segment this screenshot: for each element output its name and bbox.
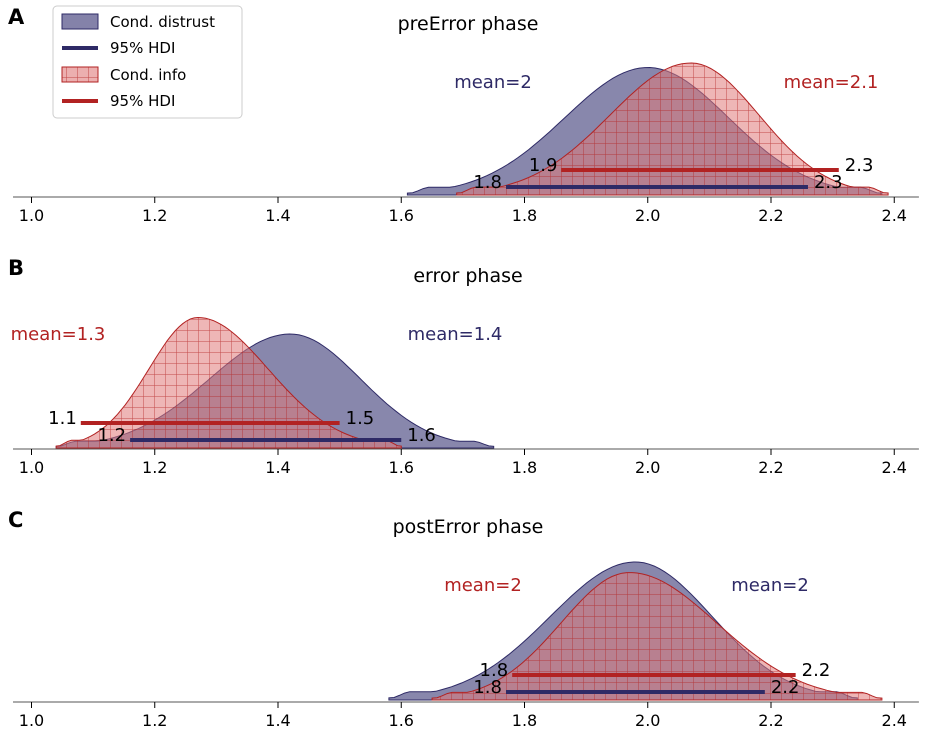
x-tick-label: 1.8: [512, 711, 537, 730]
x-tick-label: 1.0: [19, 458, 44, 477]
density-hatch-info: [56, 317, 402, 448]
x-tick-label: 2.0: [635, 458, 660, 477]
panel-b-title: error phase: [413, 265, 522, 287]
panel-a-x-axis: 1.0 1.2 1.4 1.6 1.8 2.0 2.2 2.4: [13, 196, 919, 225]
legend: Cond. distrust 95% HDI Cond. info 95% HD…: [52, 5, 243, 119]
x-tick-label: 1.6: [389, 206, 414, 225]
x-tick-label: 2.2: [758, 711, 783, 730]
mean-label-info: mean=2.1: [784, 72, 879, 93]
legend-label-distrust: Cond. distrust: [110, 13, 215, 31]
x-tick-label: 1.8: [512, 458, 537, 477]
mean-label-info: mean=1.3: [11, 324, 106, 345]
x-tick-label: 1.4: [265, 458, 290, 477]
panel-c-x-axis: 1.0 1.2 1.4 1.6 1.8 2.0 2.2 2.4: [13, 701, 919, 730]
x-tick-label: 2.4: [882, 206, 907, 225]
panel-c-hdi-lines: [506, 673, 796, 694]
hdi-low-label-distrust: 1.2: [97, 425, 126, 446]
panel-b-hdi-lines: [80, 421, 402, 442]
panel-b-density-areas: [55, 316, 495, 449]
x-tick-label: 1.2: [142, 711, 167, 730]
hdi-high-label-distrust: 1.6: [407, 425, 436, 446]
panel-a-annotations: 1.8 2.3 mean=2 1.9 2.3 mean=2.1: [454, 72, 878, 193]
x-tick-label: 1.0: [19, 206, 44, 225]
panel-c: C postError phase 1.0 1.2 1.4 1.6 1.8 2.0 2.2 2…: [8, 508, 919, 730]
hdi-high-label-distrust: 2.2: [771, 677, 800, 698]
mean-label-distrust: mean=2: [731, 575, 809, 596]
x-tick-label: 2.4: [882, 711, 907, 730]
x-tick-label: 2.2: [758, 206, 783, 225]
x-tick-label: 1.4: [265, 206, 290, 225]
legend-label-info-hdi: 95% HDI: [110, 92, 175, 110]
legend-label-info: Cond. info: [110, 66, 186, 84]
panel-c-title: postError phase: [393, 516, 544, 538]
hdi-high-label-info: 2.3: [845, 155, 874, 176]
hdi-low-label-info: 1.8: [480, 660, 509, 681]
x-tick-label: 1.6: [389, 711, 414, 730]
hdi-high-label-distrust: 2.3: [814, 172, 843, 193]
panel-a-title: preError phase: [398, 13, 539, 35]
legend-swatch-info-hatch: [62, 67, 98, 82]
mean-label-info: mean=2: [444, 575, 522, 596]
density-hatch-info: [456, 63, 889, 195]
x-tick-label: 1.2: [142, 458, 167, 477]
legend-frame: [52, 5, 243, 119]
x-tick-label: 1.6: [389, 458, 414, 477]
x-tick-label: 2.2: [758, 458, 783, 477]
hdi-high-label-info: 1.5: [346, 408, 375, 429]
x-tick-label: 1.4: [265, 711, 290, 730]
panel-b: B error phase 1.0 1.2 1.4 1.6 1.8 2.0 2.2 2.4 1…: [8, 256, 919, 477]
x-tick-label: 1.2: [142, 206, 167, 225]
hdi-low-label-info: 1.9: [529, 155, 558, 176]
hdi-high-label-info: 2.2: [802, 660, 831, 681]
x-tick-label: 2.0: [635, 206, 660, 225]
legend-label-distrust-hdi: 95% HDI: [110, 39, 175, 57]
mean-label-distrust: mean=1.4: [408, 324, 503, 345]
x-tick-label: 1.8: [512, 206, 537, 225]
panel-c-annotations: 1.8 2.2 mean=2 1.8 2.2 mean=2: [444, 575, 830, 698]
hdi-low-label-distrust: 1.8: [473, 172, 502, 193]
panel-a-density-areas: [406, 62, 889, 196]
x-tick-label: 2.4: [882, 458, 907, 477]
mean-label-distrust: mean=2: [454, 72, 532, 93]
density-hatch-info: [432, 572, 882, 700]
panel-letter-a: A: [8, 5, 25, 29]
panel-letter-b: B: [8, 256, 24, 280]
panel-letter-c: C: [8, 508, 23, 532]
panel-a-hdi-lines: [506, 168, 839, 189]
legend-swatch-distrust: [61, 13, 99, 30]
hdi-low-label-distrust: 1.8: [473, 677, 502, 698]
panel-b-x-axis: 1.0 1.2 1.4 1.6 1.8 2.0 2.2 2.4: [13, 448, 919, 477]
hdi-low-label-info: 1.1: [48, 408, 77, 429]
x-tick-label: 2.0: [635, 711, 660, 730]
panel-b-annotations: 1.2 1.6 mean=1.4 1.1 1.5 mean=1.3: [11, 324, 503, 446]
panel-c-density-areas: [388, 561, 883, 701]
x-tick-label: 1.0: [19, 711, 44, 730]
panel-a: A preError phase 1.0 1.2 1.4 1.6 1.8 2.0 2.2 2.…: [8, 5, 919, 225]
